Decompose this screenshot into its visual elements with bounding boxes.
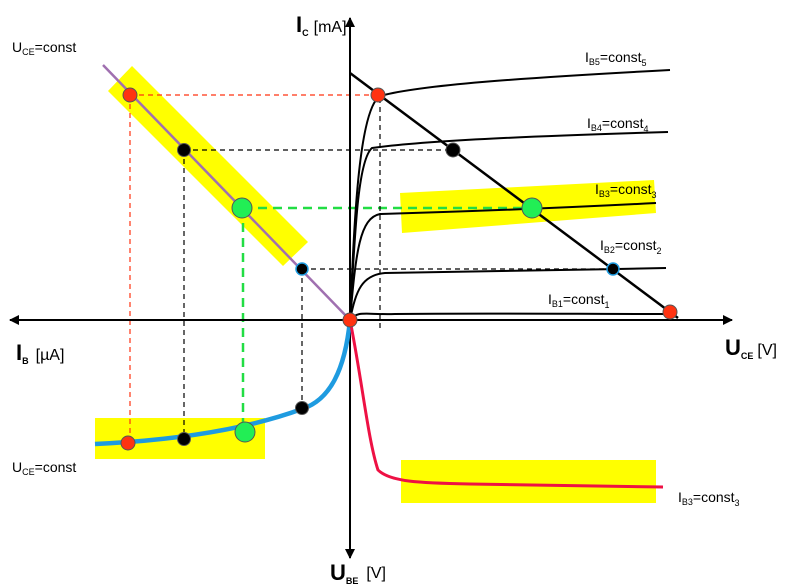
- axes: [9, 17, 733, 559]
- guide-black-2: [301, 268, 613, 408]
- point-black-input: [177, 432, 191, 446]
- point-black-ib4: [445, 142, 461, 158]
- guide-red: [129, 94, 378, 444]
- point-red-transfer: [122, 87, 138, 103]
- point-red-origin: [342, 312, 358, 328]
- label-ib4: IB4=const4: [587, 115, 649, 134]
- curve-ib3: [349, 202, 657, 321]
- axis-label-ib: IB [µA]: [16, 340, 64, 366]
- load-line: [349, 71, 679, 320]
- point-green-input: [234, 421, 256, 443]
- axis-label-ic: IC [mA]: [296, 12, 347, 38]
- ube-curve: [348, 319, 664, 489]
- point-black-transfer-2: [295, 262, 309, 276]
- point-red-ib1: [662, 304, 678, 320]
- label-ib3-input: IB3=const3: [678, 489, 740, 508]
- label-uce-const-top: UCE=const: [12, 39, 76, 57]
- point-green-ib3: [521, 197, 543, 219]
- point-black-ib2: [606, 262, 620, 276]
- label-ib5: IB5=const5: [585, 49, 647, 68]
- highlight-transfer-band: [108, 66, 308, 266]
- guide-black-4: [183, 149, 453, 439]
- axis-label-uce: UCE [V]: [725, 335, 777, 361]
- point-green-transfer: [231, 197, 253, 219]
- label-ib2: IB2=const2: [600, 237, 662, 256]
- input-curve: [94, 319, 353, 447]
- point-black-transfer: [177, 143, 191, 157]
- curve-ib4: [349, 131, 669, 321]
- highlight-ube-band: [401, 460, 656, 503]
- points: [120, 87, 678, 451]
- transfer-line: [102, 64, 351, 321]
- curve-ib2: [349, 267, 667, 321]
- axis-label-ube: UBE [V]: [330, 560, 386, 586]
- label-uce-const-bottom: UCE=const: [12, 459, 76, 477]
- point-red-input: [120, 435, 136, 451]
- label-ib3: IB3=const3: [595, 181, 657, 200]
- point-red-ib5: [370, 87, 386, 103]
- curve-ib1: [349, 312, 667, 321]
- label-ib1: IB1=const1: [548, 291, 610, 310]
- point-black-input-2: [295, 401, 309, 415]
